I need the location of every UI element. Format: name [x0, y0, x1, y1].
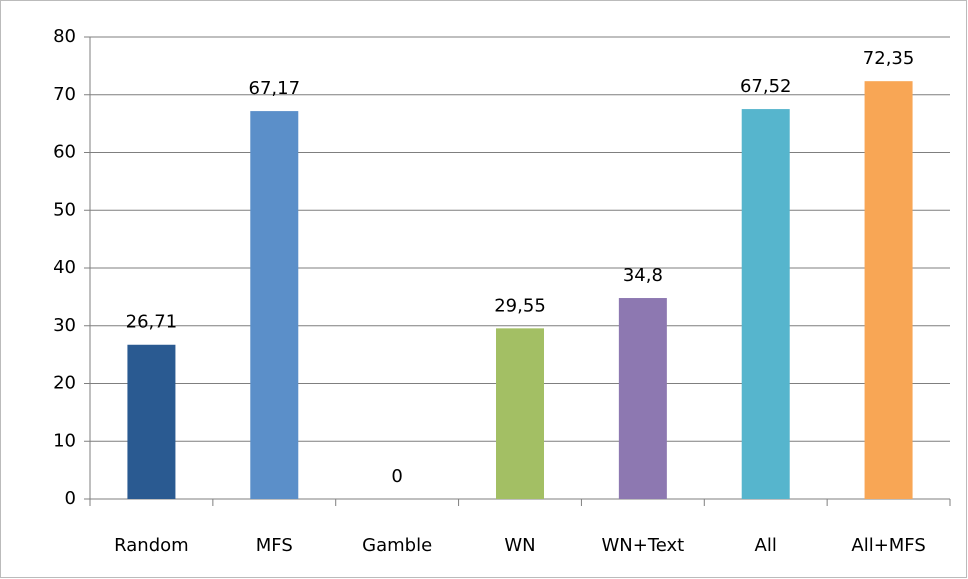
y-tick-label: 0	[65, 488, 76, 509]
y-tick-label: 40	[53, 257, 76, 278]
y-tick-label: 30	[53, 315, 76, 336]
bar	[250, 111, 299, 499]
x-tick-label: All+MFS	[851, 535, 925, 556]
data-label: 0	[391, 466, 402, 487]
bar	[741, 109, 790, 500]
y-tick-label: 20	[53, 373, 76, 394]
x-tick-label: Random	[114, 535, 189, 556]
x-tick-label: MFS	[256, 535, 293, 556]
x-tick-label: Gamble	[362, 535, 432, 556]
y-tick-label: 80	[53, 26, 76, 47]
data-label: 67,52	[740, 76, 792, 97]
data-label: 67,17	[249, 78, 301, 99]
x-tick-label: WN+Text	[601, 535, 684, 556]
y-tick-label: 50	[53, 199, 76, 220]
bar	[864, 81, 913, 500]
y-tick-label: 70	[53, 84, 76, 105]
data-label: 29,55	[494, 295, 546, 316]
data-label: 72,35	[863, 48, 915, 69]
bar	[618, 298, 667, 499]
data-label: 34,8	[623, 265, 663, 286]
data-label: 26,71	[126, 312, 178, 333]
x-tick-label: WN	[504, 535, 535, 556]
y-tick-label: 10	[53, 430, 76, 451]
bar	[496, 328, 544, 499]
bar	[127, 344, 176, 499]
x-tick-label: All	[755, 535, 777, 556]
y-tick-label: 60	[53, 142, 76, 163]
